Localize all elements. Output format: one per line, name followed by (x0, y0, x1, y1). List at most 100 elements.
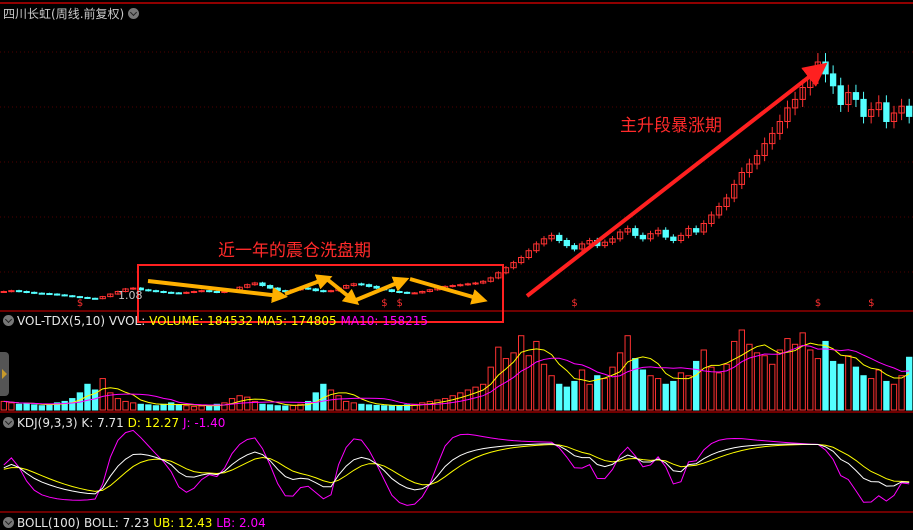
candle-up (685, 228, 692, 236)
volume-bar (510, 352, 517, 411)
volume-bar (160, 403, 167, 411)
volume-bar (426, 400, 434, 411)
volume-bar (502, 358, 510, 411)
candle-down (312, 288, 319, 292)
candle-up (464, 283, 472, 286)
volume-bar (396, 405, 403, 411)
kdj-d-line (3, 443, 910, 492)
candle-up (875, 102, 882, 111)
candle-down (662, 229, 669, 238)
chevron-down-icon[interactable] (128, 8, 140, 19)
volume-panel-header: VOL-TDX(5,10) VVOL: VOLUME: 184532 MA5: … (3, 314, 428, 328)
volume-bar (662, 383, 669, 411)
chevron-down-icon[interactable] (3, 417, 14, 428)
candle-up (449, 285, 456, 288)
candle-up (890, 112, 898, 122)
volume-ma5-line (3, 342, 910, 407)
volume-bar (731, 340, 738, 411)
volume-bar (563, 386, 570, 411)
candle-up (0, 291, 7, 293)
candle-up (99, 296, 106, 300)
volume-bar (715, 372, 723, 411)
candle-down (46, 293, 53, 296)
volume-bar (365, 404, 373, 411)
volume-bar (381, 405, 388, 411)
candle-down (358, 283, 365, 286)
volume-bar (586, 383, 593, 411)
candle-up (244, 284, 251, 288)
volume-bar (38, 405, 46, 411)
volume-bar (190, 406, 198, 411)
volume-bar (670, 380, 677, 411)
boll-lb: LB: 2.04 (216, 516, 266, 530)
volume-bar (746, 343, 753, 411)
chevron-down-icon[interactable] (3, 517, 14, 528)
candle-down (15, 290, 23, 293)
candle-up (746, 163, 753, 173)
candle-up (708, 214, 715, 224)
side-panel-toggle[interactable] (0, 352, 9, 396)
kdj-k-line (3, 443, 910, 495)
volume-bar (122, 400, 129, 411)
volume-bar (906, 356, 913, 411)
volume-bar (867, 378, 875, 411)
candle-down (829, 73, 837, 87)
dividend-marker: $ (571, 298, 577, 309)
volume-bar (791, 343, 799, 411)
volume-bar (632, 358, 639, 411)
volume-bar (403, 404, 411, 411)
volume-bar (556, 383, 563, 411)
volume-bar (335, 395, 342, 411)
volume-bar (883, 380, 890, 411)
candle-down (91, 297, 99, 300)
candle-down (304, 287, 312, 290)
candle-up (578, 243, 586, 250)
candle-down (23, 291, 30, 293)
candle-down (365, 284, 373, 287)
volume-bar (114, 398, 122, 411)
candle-up (601, 241, 609, 247)
candle-up (898, 105, 905, 114)
candle-down (84, 296, 91, 299)
candle-down (373, 285, 380, 289)
volume-bar (129, 402, 137, 411)
candle-up (8, 290, 15, 293)
candle-up (479, 280, 487, 284)
wave-arrow (409, 277, 488, 305)
chevron-down-icon[interactable] (3, 315, 14, 326)
volume-bar (61, 400, 68, 411)
candle-up (738, 172, 745, 185)
volume-bar (419, 402, 426, 411)
candle-up (251, 282, 259, 286)
candle-down (38, 292, 46, 295)
candle-down (396, 291, 403, 293)
volume-bar (761, 355, 768, 411)
candle-down (274, 287, 281, 292)
annotation-surge: 主升段暴涨期 (620, 116, 722, 136)
candle-up (616, 231, 624, 240)
candle-up (791, 98, 799, 109)
candle-down (852, 92, 860, 100)
volume-bar (677, 372, 685, 411)
candle-down (563, 240, 570, 247)
volume-bar (175, 404, 182, 411)
period-label: (周线.前复权) (51, 7, 125, 21)
candle-up (350, 283, 357, 287)
volume-bar (852, 366, 860, 411)
volume-bar (274, 405, 281, 411)
volume-bar (753, 352, 761, 411)
candle-up (586, 240, 593, 245)
volume-bar (343, 400, 350, 411)
candle-up (715, 206, 723, 216)
candle-up (122, 288, 129, 293)
volume-bar (829, 360, 837, 411)
volume-bar (708, 366, 715, 411)
volume-ma10: MA10: 158215 (340, 314, 429, 328)
candle-up (533, 243, 540, 252)
candle-down (632, 228, 639, 236)
boll-ub: UB: 12.43 (153, 516, 213, 530)
volume-bar (799, 332, 806, 411)
volume-bar (594, 375, 601, 411)
volume-bar (244, 396, 251, 411)
